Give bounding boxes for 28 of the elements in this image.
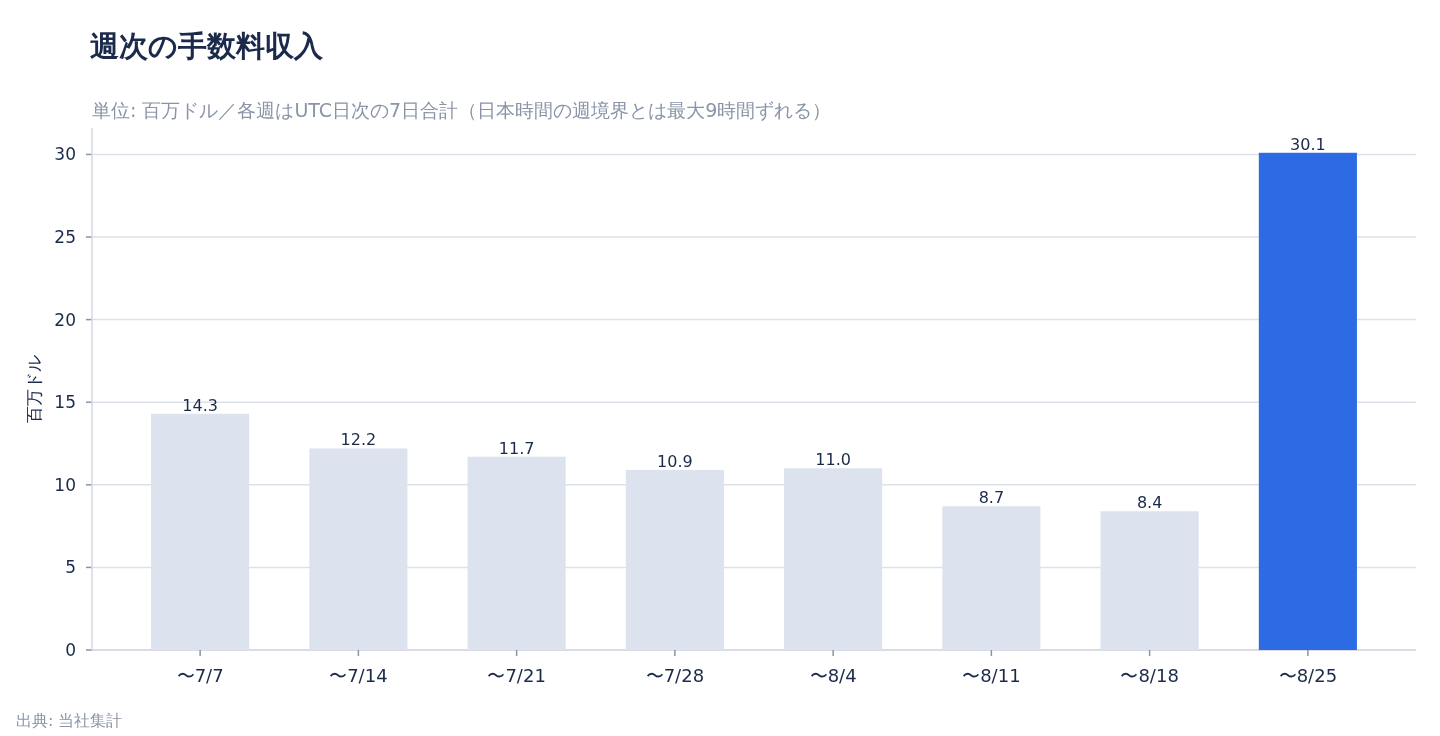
y-tick-label: 25 (54, 227, 76, 248)
y-tick-label: 20 (54, 309, 76, 330)
data-label: 30.1 (1290, 134, 1326, 154)
bar (1258, 152, 1357, 650)
x-tick-label: 〜8/4 (809, 665, 857, 686)
y-axis-title: 百万ドル (24, 355, 44, 423)
chart-subtitle: 単位: 百万ドル／各週はUTC日次の7日合計（日本時間の週境界とは最大9時間ずれる） (92, 99, 832, 121)
chart-title: 週次の手数料収入 (90, 29, 324, 63)
data-label: 12.2 (340, 430, 377, 450)
source-note: 出典: 当社集計 (16, 711, 123, 730)
x-tick-label: 〜7/7 (176, 665, 224, 686)
y-tick-label: 30 (54, 144, 76, 165)
y-tick-label: 15 (54, 392, 76, 413)
data-label: 8.7 (978, 488, 1005, 508)
y-tick-label: 5 (65, 557, 76, 578)
x-tick-label: 〜8/18 (1120, 665, 1179, 686)
x-tick-label: 〜7/21 (487, 665, 546, 686)
y-tick-label: 0 (65, 640, 76, 660)
x-tick-label: 〜7/28 (645, 665, 705, 686)
y-tick-label: 10 (54, 474, 76, 495)
x-tick-label: 〜8/25 (1278, 665, 1338, 686)
data-label: 11.0 (815, 450, 851, 470)
data-label: 11.7 (498, 438, 535, 458)
x-tick-label: 〜7/14 (329, 665, 388, 686)
data-label: 8.4 (1136, 493, 1163, 513)
data-label: 10.9 (657, 451, 693, 471)
data-label: 14.3 (182, 395, 218, 415)
x-tick-label: 〜8/11 (962, 665, 1021, 686)
